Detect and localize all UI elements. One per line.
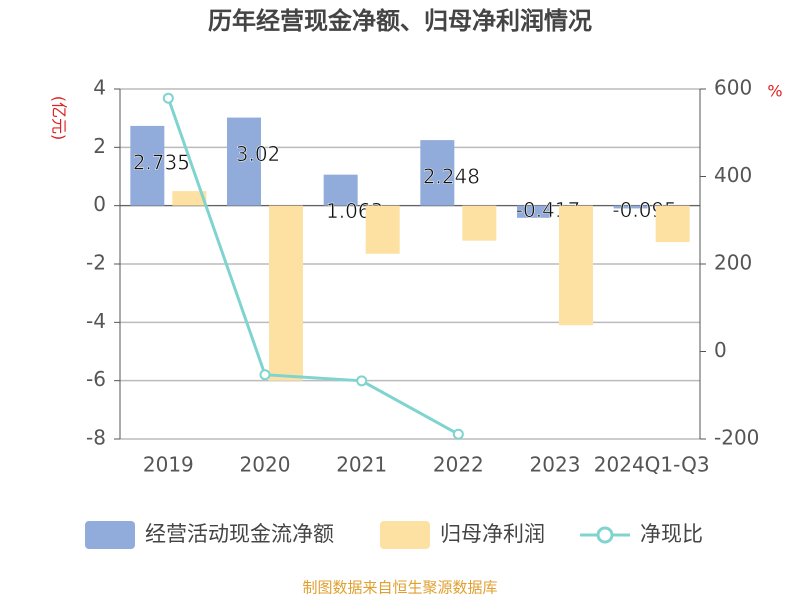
y-tick-label: 0 xyxy=(93,192,106,216)
y2-tick-label: 400 xyxy=(714,163,752,187)
x-tick-label: 2022 xyxy=(433,453,484,477)
line-point xyxy=(356,375,368,387)
bar xyxy=(517,205,551,218)
y2-tick-label: 0 xyxy=(714,338,727,362)
legend-label: 经营活动现金流净额 xyxy=(145,522,334,546)
bar xyxy=(227,117,261,206)
footer: 制图数据来自恒生聚源数据库 xyxy=(302,579,497,597)
bar xyxy=(323,174,358,206)
line xyxy=(166,97,460,436)
bar xyxy=(420,140,455,206)
line-point xyxy=(259,369,271,381)
x-tick-label: 2020 xyxy=(240,453,291,477)
y-tick-label: 2 xyxy=(93,134,106,158)
y-axis-label: (亿元) xyxy=(50,96,69,141)
x-tick-label: 2021 xyxy=(336,453,387,477)
x-tick-label: 2019 xyxy=(143,453,194,477)
bar xyxy=(172,191,207,206)
y-tick-label: -6 xyxy=(86,367,106,391)
line-point xyxy=(452,428,464,440)
y2-tick-label: 200 xyxy=(714,251,752,275)
bar xyxy=(269,205,303,381)
legend-label: 净现比 xyxy=(640,522,703,546)
bar xyxy=(559,205,593,326)
y-tick-label: -2 xyxy=(86,251,106,275)
bar xyxy=(365,205,400,254)
bar xyxy=(613,205,648,209)
bar xyxy=(462,205,497,241)
x-tick-label: 2024Q1-Q3 xyxy=(594,453,710,477)
y2-axis-label: % xyxy=(767,82,782,101)
bar xyxy=(130,125,165,206)
y-tick-label: -8 xyxy=(86,426,106,450)
y2-tick-label: 600 xyxy=(714,76,752,100)
bar xyxy=(655,205,690,243)
data-label: 2.248 xyxy=(423,165,480,189)
y2-tick-label: -200 xyxy=(714,426,759,450)
chart-title: 历年经营现金净额、归母净利润情况 xyxy=(208,7,592,35)
legend-swatch xyxy=(380,521,430,549)
line-point xyxy=(162,92,174,104)
legend-swatch xyxy=(596,526,614,544)
data-label: 3.02 xyxy=(236,142,281,166)
x-tick-label: 2023 xyxy=(530,453,581,477)
legend-label: 归母净利润 xyxy=(440,522,545,546)
data-label: 2.735 xyxy=(133,150,190,174)
y-tick-label: 4 xyxy=(93,76,106,100)
y-tick-label: -4 xyxy=(86,309,106,333)
legend-swatch xyxy=(85,521,135,549)
